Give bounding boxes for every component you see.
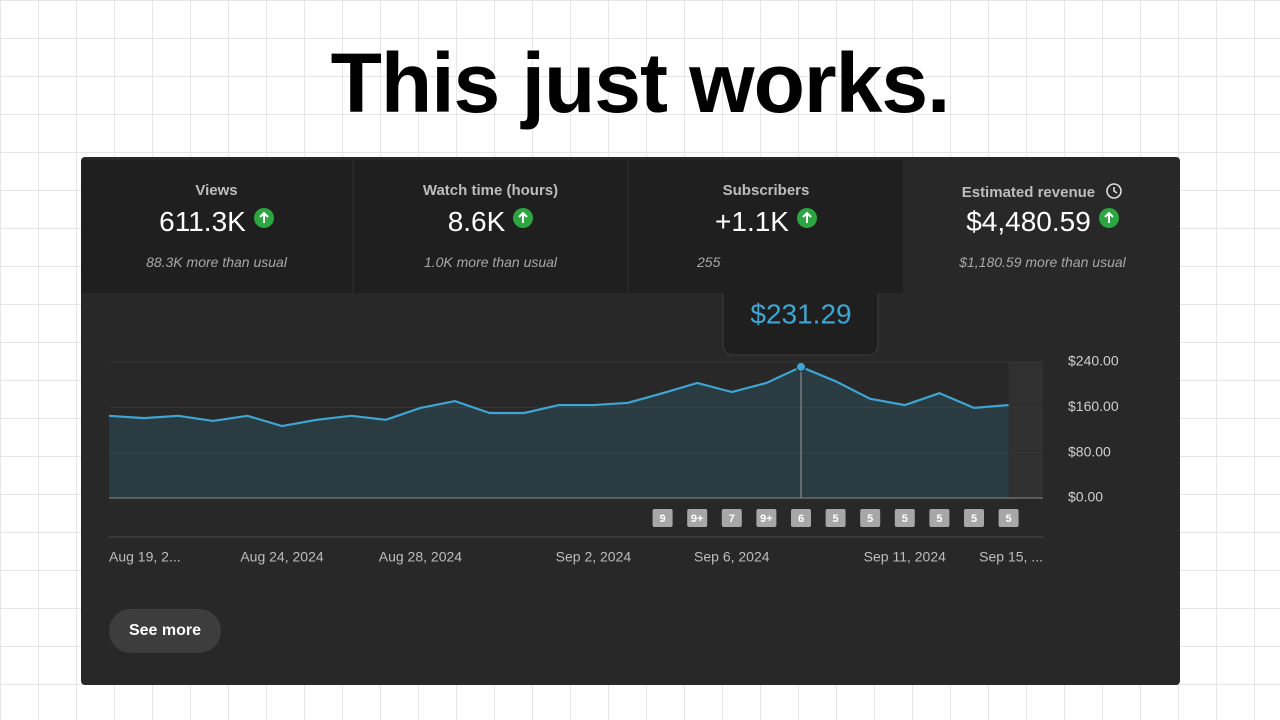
analytics-panel: $0.00$80.00$160.00$240.00Sun, Sep 8, 202…	[81, 157, 1180, 685]
up-icon	[253, 208, 274, 228]
badge-label: 5	[971, 513, 977, 525]
y-tick-label: $240.00	[1068, 353, 1119, 369]
metric-sub: 1.0K more than usual	[423, 254, 558, 270]
partial-period	[1008, 362, 1043, 498]
metric-label-row: Estimated revenue	[905, 182, 1180, 201]
line	[108, 365, 1009, 428]
x-tick-label: Sep 11, 2024	[864, 549, 946, 565]
metric-label: Watch time (hours)	[422, 182, 559, 199]
badge	[894, 509, 915, 527]
y-tick-label: $80.00	[1068, 443, 1111, 459]
metric-value: +1.1K	[715, 206, 789, 237]
x-tick-label: Aug 28, 2024	[379, 549, 463, 565]
metric-card[interactable]: Subscribers +1.1K 255	[629, 160, 903, 293]
badge	[687, 509, 708, 527]
x-tick-label: Sep 15, ...	[979, 549, 1043, 565]
x-tick-label: Sep 2, 2024	[556, 549, 632, 565]
clock-icon	[1106, 183, 1123, 199]
x-tick-label: Aug 24, 2024	[240, 549, 324, 565]
badge	[825, 509, 846, 527]
tooltip-value: $231.29	[750, 298, 851, 329]
metric-label: Subscribers	[722, 182, 810, 199]
up-icon	[1098, 208, 1119, 228]
badge-label: 5	[867, 513, 873, 525]
area	[109, 366, 1009, 498]
badge	[756, 509, 777, 527]
metric-value-row: 8.6K	[354, 206, 627, 238]
badge-label: 6	[798, 513, 804, 525]
badge	[929, 509, 950, 527]
badge-label: 9+	[691, 513, 704, 525]
metric-label: Estimated revenue	[961, 184, 1096, 201]
badge	[998, 509, 1019, 527]
badge-label: 9+	[760, 513, 773, 525]
metric-card[interactable]: Watch time (hours) 8.6K 1.0K more than u…	[354, 160, 627, 293]
metric-value: $4,480.59	[966, 206, 1091, 237]
badge-label: 5	[902, 513, 908, 525]
x-tick-label: Sep 6, 2024	[694, 549, 770, 565]
metric-sub: $1,180.59 more than usual	[959, 254, 1126, 270]
headline: This just works.	[330, 36, 951, 130]
badge	[721, 509, 742, 527]
metric-label: Views	[195, 182, 238, 199]
badge	[860, 509, 881, 527]
badge-label: 5	[833, 513, 839, 525]
badge-label: 7	[729, 513, 735, 525]
badge	[791, 509, 811, 527]
badge-label: 9	[660, 513, 666, 525]
metric-value: 8.6K	[447, 206, 506, 237]
y-tick-label: $0.00	[1068, 489, 1103, 505]
metric-sub: 255	[697, 254, 721, 270]
badge-label: 5	[1006, 513, 1012, 525]
metric-card[interactable]: Views 611.3K 88.3K more than usual	[81, 160, 352, 293]
badge-label: 5	[936, 513, 942, 525]
metric-value-row: $4,480.59	[905, 206, 1180, 238]
badge	[964, 509, 984, 527]
metric-value: 611.3K	[159, 206, 246, 237]
see-more-button[interactable]: See more	[109, 609, 221, 653]
x-tick-label: Aug 19, 2...	[109, 549, 181, 565]
y-tick-label: $160.00	[1068, 398, 1119, 414]
metric-value-row: +1.1K	[629, 206, 903, 238]
chart: $0.00$80.00$160.00$240.00Sun, Sep 8, 202…	[108, 246, 1119, 565]
metric-card-selected[interactable]: Estimated revenue $4,480.59 $1,180.59 mo…	[905, 160, 1180, 293]
up-icon	[796, 208, 817, 228]
hover-point	[796, 361, 806, 372]
up-icon	[513, 208, 534, 228]
badge	[652, 509, 673, 527]
metric-sub: 88.3K more than usual	[146, 254, 287, 270]
metric-value-row: 611.3K	[81, 206, 352, 238]
